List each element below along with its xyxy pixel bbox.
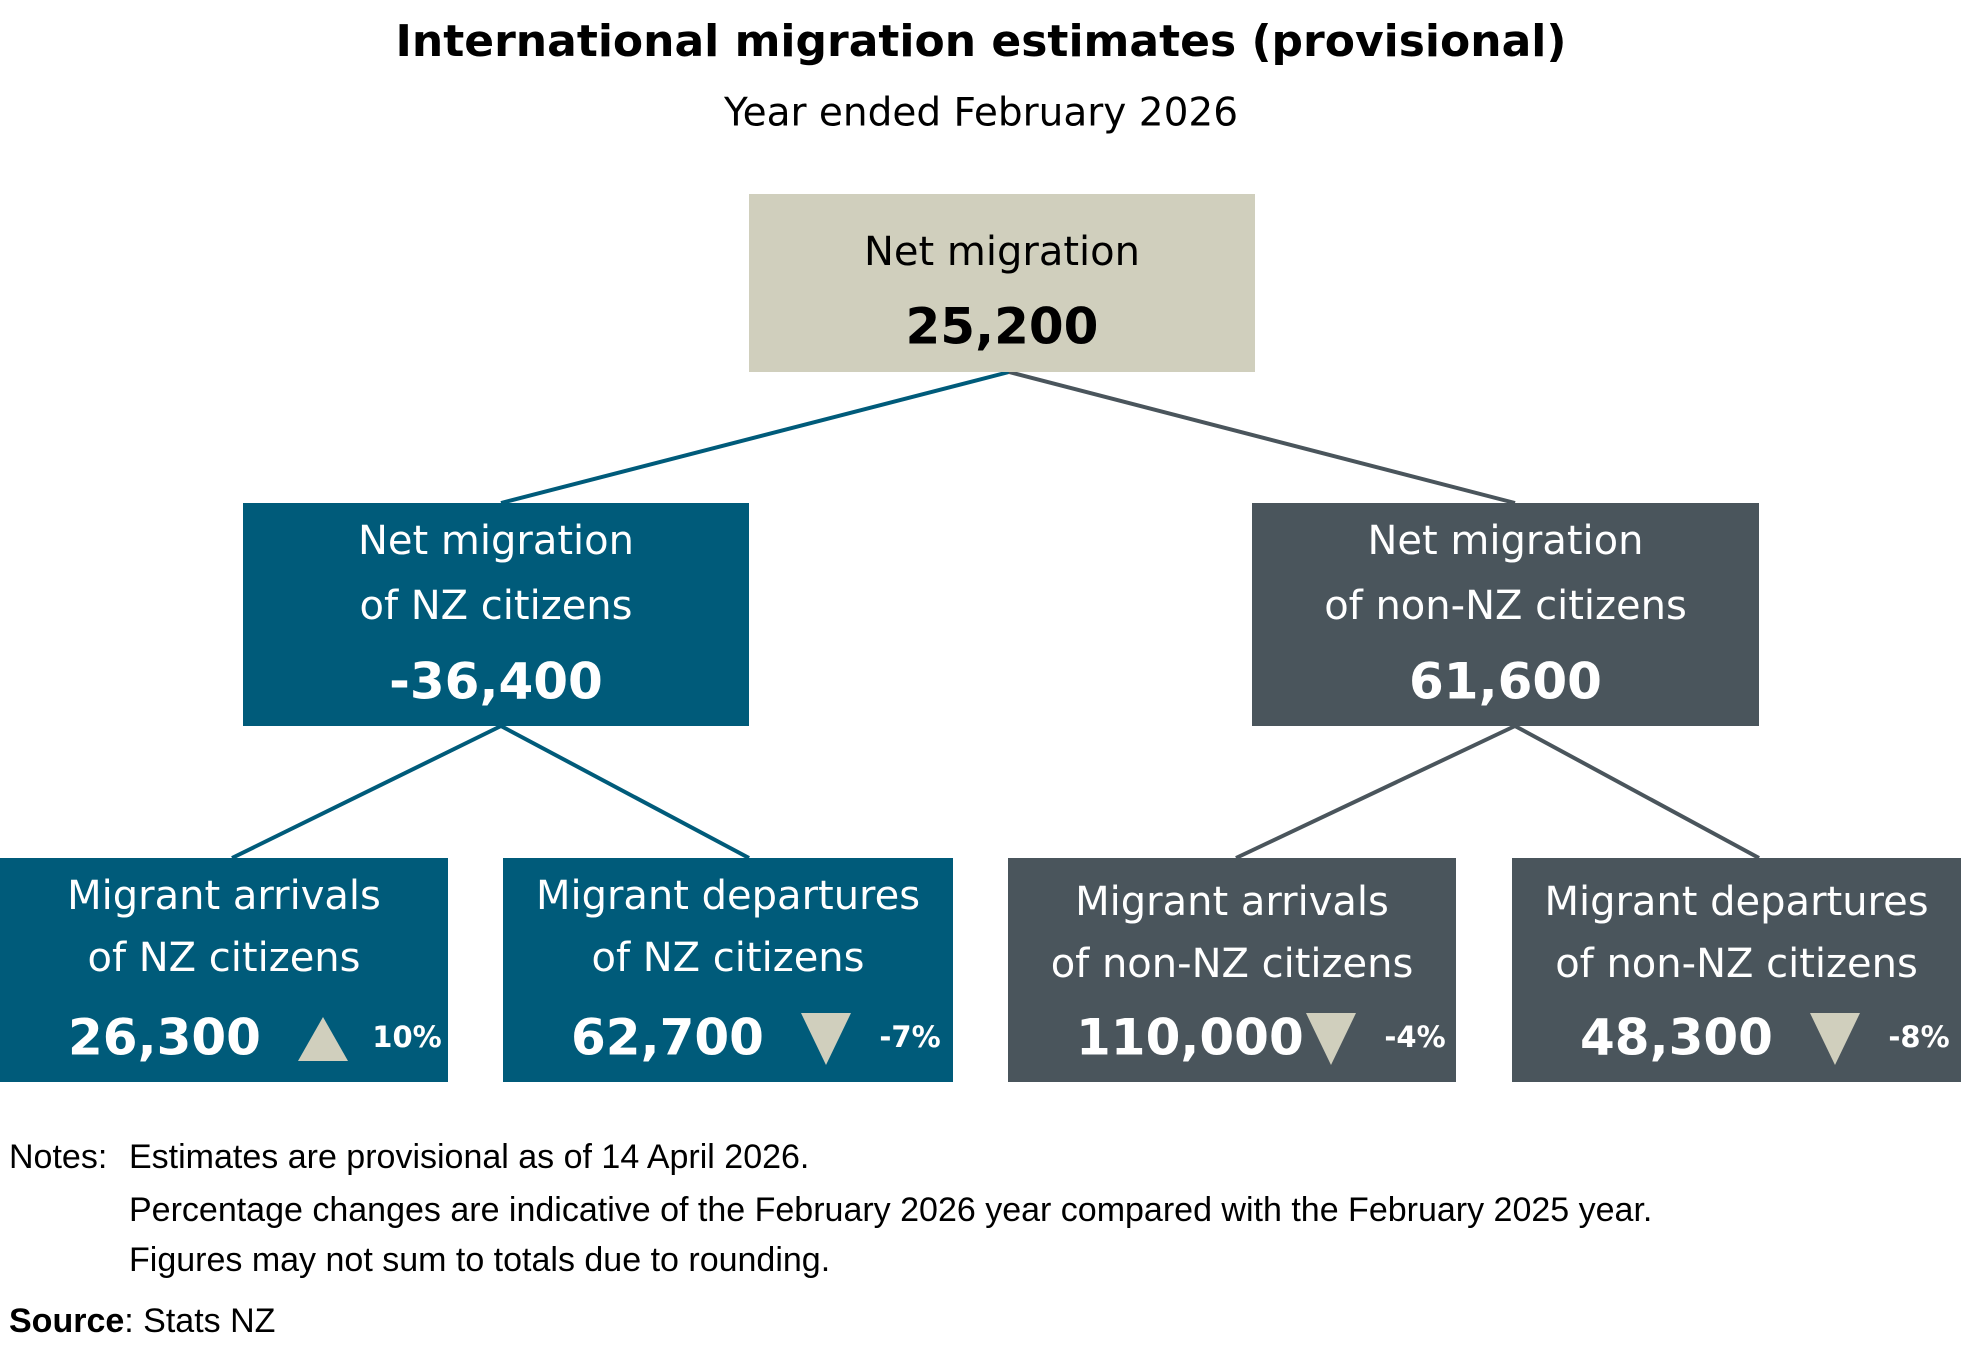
node-label: of NZ citizens [359, 583, 632, 629]
node-value: 48,300 [1580, 1009, 1773, 1067]
node-label: Migrant departures [1544, 879, 1928, 925]
connector [1514, 724, 1760, 860]
node-box [243, 503, 749, 726]
connector [1008, 370, 1516, 505]
node-label: Migrant arrivals [1075, 879, 1389, 925]
connector [231, 724, 502, 860]
node-box [503, 858, 953, 1082]
connectors [231, 370, 1760, 860]
title: International migration estimates (provi… [396, 16, 1567, 67]
node-box [1008, 858, 1456, 1082]
node-value: -36,400 [389, 653, 603, 711]
node-change: -4% [1384, 1020, 1445, 1054]
node-box [749, 194, 1255, 372]
node-change: -7% [879, 1020, 940, 1054]
node-box [1252, 503, 1759, 726]
node-value: 25,200 [906, 298, 1099, 356]
node-label: of non-NZ citizens [1051, 941, 1414, 987]
node-change: 10% [372, 1020, 441, 1054]
node-label: Net migration [1368, 518, 1644, 564]
note: Figures may not sum to totals due to rou… [129, 1241, 830, 1279]
node-box [1512, 858, 1961, 1082]
note: Estimates are provisional as of 14 April… [129, 1138, 809, 1176]
down-triangle [1306, 1013, 1356, 1065]
node: Migrant arrivals of non-NZ citizens 110,00… [1008, 858, 1456, 1082]
node-label: Migrant arrivals [67, 873, 381, 919]
node-change: -8% [1888, 1020, 1949, 1054]
node: Migrant departures of non-NZ citizens 48,3… [1512, 858, 1961, 1082]
node-label: of NZ citizens [591, 935, 864, 981]
node-value: 62,700 [571, 1009, 764, 1067]
connector [500, 370, 1010, 505]
node: Net migration of non-NZ citizens 61,600 [1252, 503, 1759, 726]
up-triangle [298, 1017, 348, 1061]
down-triangle [1810, 1013, 1860, 1065]
node: Migrant arrivals of NZ citizens 26,300 10% [0, 858, 448, 1082]
node-label: of non-NZ citizens [1555, 941, 1918, 987]
notes-label: Notes: [9, 1138, 107, 1176]
source-label: Source [9, 1302, 124, 1340]
note: Percentage changes are indicative of the… [129, 1191, 1652, 1229]
node-value: 61,600 [1409, 653, 1602, 711]
node-box [0, 858, 448, 1082]
node-label: Net migration [864, 229, 1140, 275]
node: Net migration 25,200 [749, 194, 1255, 372]
node-label: of non-NZ citizens [1324, 583, 1687, 629]
subtitle: Year ended February 2026 [723, 91, 1238, 136]
connector [500, 724, 750, 860]
node-value: 26,300 [68, 1009, 261, 1067]
node-value: 110,000 [1076, 1009, 1304, 1067]
node-label: Net migration [358, 518, 634, 564]
node: Net migration of NZ citizens -36,400 [243, 503, 749, 726]
node-label: of NZ citizens [87, 935, 360, 981]
source-text: : Stats NZ [124, 1302, 275, 1340]
node-label: Migrant departures [536, 873, 920, 919]
connector [1235, 724, 1516, 860]
node: Migrant departures of NZ citizens 62,700 -7… [503, 858, 953, 1082]
down-triangle [801, 1013, 851, 1065]
source: Source: Stats NZ [9, 1302, 275, 1340]
